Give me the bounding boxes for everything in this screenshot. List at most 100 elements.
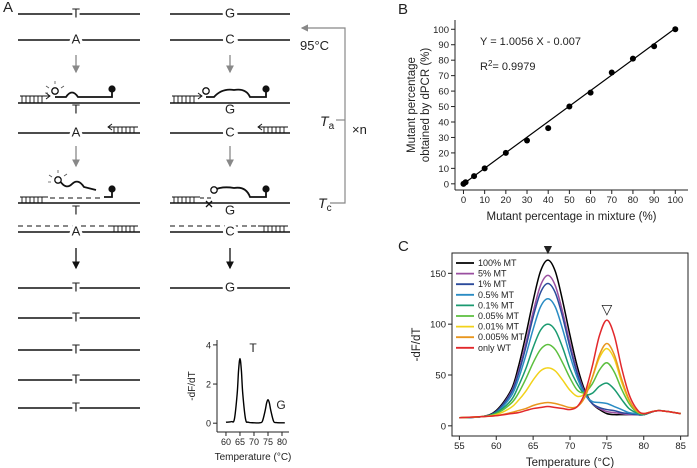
product: T [72,371,80,386]
chart: 55 60 65 70 75 80 85 0 50 100 150 Temperature (°C) -… [411,241,689,468]
x-tick-label: 70 [249,437,259,447]
legend-label: 0.5% MT [478,290,515,300]
base: G [225,5,235,20]
denature-label: 95°C [300,38,329,53]
legend-label: 0.01% MT [478,322,520,332]
peak-label: T [249,341,257,355]
y-tick-label: 0 [206,419,211,429]
point [502,149,509,156]
x-tick-label: 90 [649,195,660,206]
product: T [72,309,80,324]
point [462,179,469,186]
y-tick-label: 30 [438,133,449,144]
y-axis-label: -dF/dT [187,371,198,400]
x-tick-label: 80 [628,195,639,206]
base: C [225,124,234,139]
y-tick-label: 0 [444,179,449,190]
point [672,26,679,33]
point [524,137,531,144]
x-axis-label: Mutant percentage in mixture (%) [486,211,656,223]
legend-label: 0.05% MT [478,311,520,321]
equation: Y = 1.0056 X - 0.007 [480,36,581,48]
primer [20,92,51,103]
y-tick-label: 70 [438,71,449,82]
y-axis-label: -dF/dT [411,328,423,362]
y-axis-label: obtained by dPCR (%) [420,48,432,163]
point [545,125,552,132]
symbol: T [318,195,328,211]
primer [107,123,138,133]
chart: 0 10 20 30 40 50 60 70 80 90 100 0 10 20 30 40 50 60 70 80 9… [406,20,688,223]
probe [55,90,113,98]
curve [459,282,681,419]
x-tick-label: 50 [564,195,575,206]
symbol: T [320,113,330,129]
y-tick-label: 4 [206,340,211,350]
base: A [72,124,81,139]
x-tick-label: 30 [522,195,533,206]
primer [108,225,138,232]
y-tick-label: 100 [433,25,449,36]
rays [45,81,65,94]
y-tick-label: 60 [438,87,449,98]
base: T [72,5,80,20]
quencher [108,85,116,93]
x-tick-label: 75 [602,441,613,452]
base: G [225,202,235,217]
rays [48,170,68,183]
legend-label: only WT [478,343,512,353]
legend-label: 1% MT [478,279,507,289]
product: T [72,341,80,356]
curve [459,319,681,419]
panel-label: C [398,238,409,255]
y-tick-label: 150 [430,269,446,280]
subscript: c [327,203,332,214]
base: A [72,31,81,46]
curve [459,323,681,419]
x-tick-label: 0 [461,195,466,206]
point [587,89,594,96]
legend-label: 5% MT [478,269,507,279]
panel-label: A [3,0,13,16]
legend-label: 0.005% MT [478,332,525,342]
point [566,103,573,110]
quencher [262,85,270,93]
quencher [262,185,270,193]
subscript: a [329,121,335,132]
probe [206,88,267,98]
base: T [72,202,80,217]
anneal-label: Ta [320,113,335,132]
fluorophore [51,87,59,95]
x-tick-label: 70 [565,441,576,452]
primer [257,123,288,133]
cleaved-probe [59,180,97,191]
fluorophore [54,176,62,184]
r-sup: 2 [488,59,493,68]
fluorophore [210,186,218,194]
r-base: R [480,61,488,73]
x-tick-label: 60 [221,437,231,447]
peak-label: G [276,398,285,412]
cycles-label: ×n [352,122,367,137]
legend-label: 100% MT [478,258,517,268]
y-tick-label: 10 [438,164,449,175]
product: G [225,279,235,294]
quencher [108,185,116,193]
cycle-bracket [300,24,346,204]
block-mark [205,200,213,208]
point [471,173,478,180]
curve [459,297,681,419]
x-tick-label: 85 [675,441,686,452]
chart: 60 65 70 75 80 0 2 4 Temperature (°C) -dF/dT T G [187,340,291,463]
panel-label: B [398,1,408,18]
y-tick-label: 100 [430,320,446,331]
x-tick-label: 75 [263,437,273,447]
r-rest: = 0.9979 [492,61,535,73]
x-tick-label: 40 [543,195,554,206]
y-tick-label: 80 [438,56,449,67]
x-tick-label: 65 [235,437,245,447]
x-tick-label: 80 [638,441,649,452]
y-tick-label: 50 [435,371,446,382]
product: T [72,399,80,414]
x-tick-label: 70 [606,195,617,206]
